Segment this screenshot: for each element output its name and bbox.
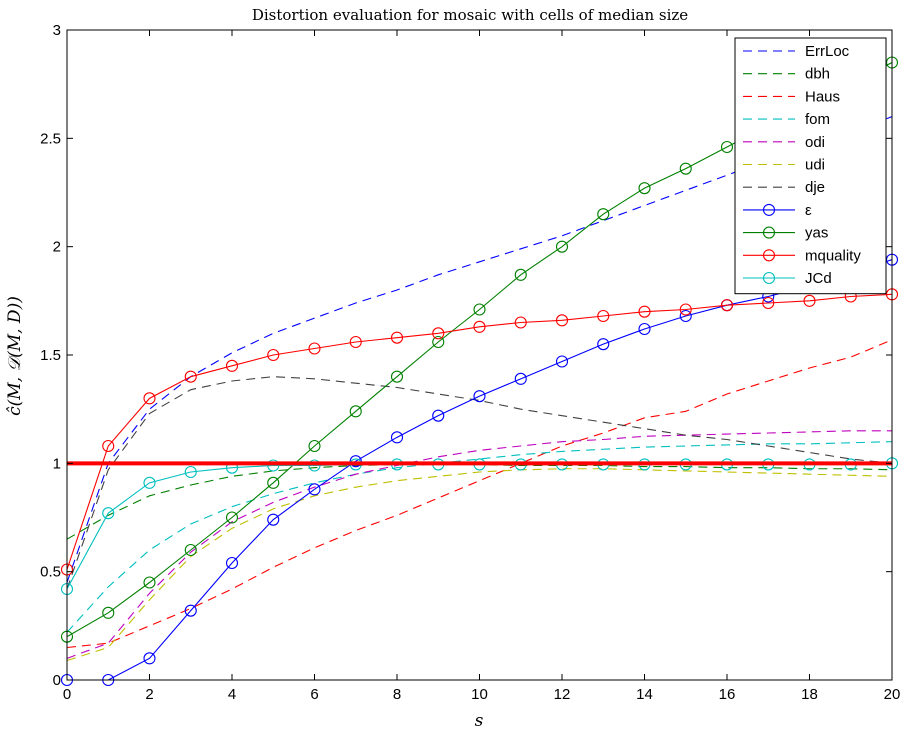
y-tick-label: 0 xyxy=(53,672,61,689)
x-tick-label: 8 xyxy=(393,686,401,703)
chart-title: Distortion evaluation for mosaic with ce… xyxy=(252,6,688,24)
x-tick-label: 12 xyxy=(554,686,571,703)
y-tick-label: 3 xyxy=(53,22,61,39)
legend-label: ε xyxy=(805,202,812,219)
x-tick-label: 16 xyxy=(719,686,736,703)
y-tick-label: 0.5 xyxy=(40,564,61,581)
x-tick-label: 18 xyxy=(801,686,818,703)
legend-label: dbh xyxy=(805,66,830,83)
y-tick-label: 1.5 xyxy=(40,347,61,364)
x-tick-label: 6 xyxy=(310,686,318,703)
y-tick-label: 2 xyxy=(53,239,61,256)
x-tick-label: 14 xyxy=(636,686,653,703)
x-tick-label: 4 xyxy=(228,686,236,703)
legend-label: dje xyxy=(805,179,825,196)
legend-label: odi xyxy=(805,134,825,151)
legend-label: fom xyxy=(805,111,830,128)
x-tick-label: 20 xyxy=(884,686,901,703)
x-tick-label: 2 xyxy=(145,686,153,703)
legend-label: ErrLoc xyxy=(805,43,850,60)
x-axis-label: s xyxy=(475,711,484,731)
legend-label: yas xyxy=(805,225,828,242)
legend-label: Haus xyxy=(805,88,840,105)
y-tick-label: 1 xyxy=(53,455,61,472)
legend-label: mquality xyxy=(805,247,861,264)
x-tick-label: 0 xyxy=(63,686,71,703)
y-axis-label: ĉ(M, 𝒟(M, D)) xyxy=(5,296,25,416)
y-tick-label: 2.5 xyxy=(40,130,61,147)
x-tick-label: 10 xyxy=(471,686,488,703)
legend-label: udi xyxy=(805,157,825,174)
legend-label: JCd xyxy=(805,270,832,287)
